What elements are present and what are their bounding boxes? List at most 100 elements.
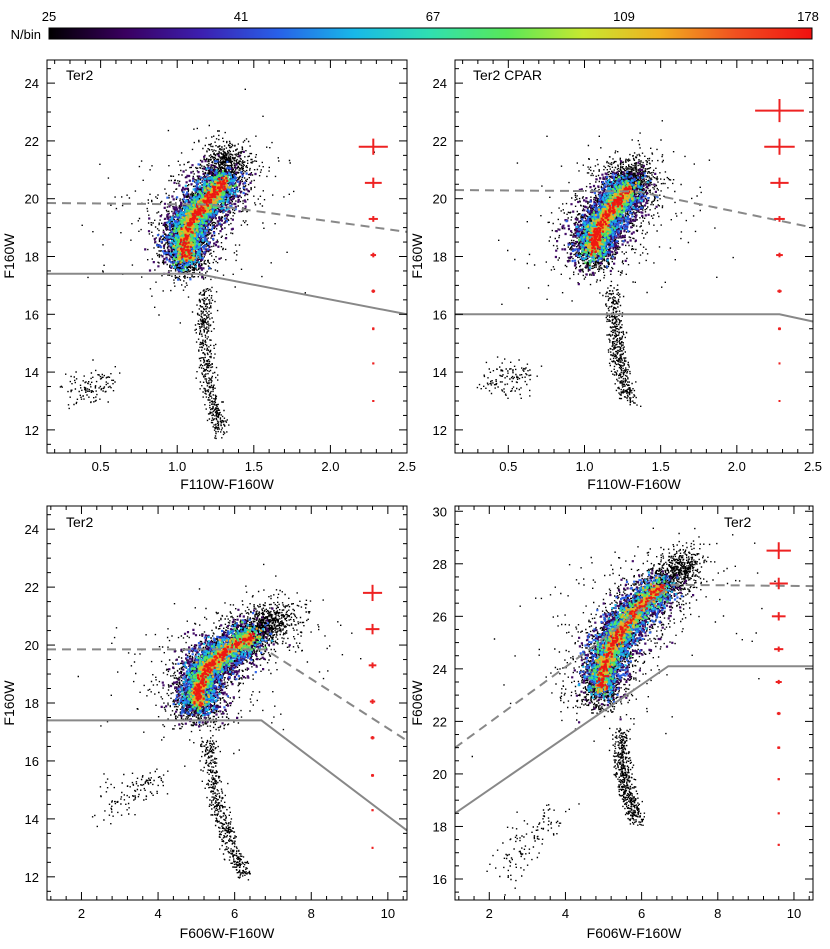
error-bar	[766, 542, 791, 560]
y-tick-label: 22	[25, 134, 39, 149]
axes-frame	[46, 505, 408, 901]
density-level	[596, 584, 666, 690]
error-bar	[777, 812, 780, 815]
selection-line-solid	[455, 313, 813, 323]
error-bar	[764, 138, 795, 155]
density-level	[587, 185, 632, 256]
error-bar	[778, 362, 781, 365]
x-axis-label: F606W-F160W	[180, 925, 275, 941]
star-scatter	[77, 563, 362, 881]
x-tick-label: 10	[381, 906, 395, 921]
error-bar	[372, 327, 375, 331]
x-tick-label: 2	[78, 906, 85, 921]
error-bar	[774, 646, 784, 652]
colorbar-tick-label: 25	[42, 9, 56, 24]
error-bar	[777, 327, 782, 331]
star-scatter	[59, 88, 375, 440]
y-tick-label: 16	[25, 307, 39, 322]
error-bar	[368, 216, 378, 222]
plot-area	[47, 563, 407, 881]
error-bar	[371, 289, 376, 293]
y-tick-label: 24	[25, 522, 39, 537]
error-bar	[362, 584, 383, 602]
y-tick-label: 22	[433, 714, 447, 729]
y-tick-label: 16	[25, 754, 39, 769]
selection-line-solid	[47, 272, 407, 316]
y-axis-label: F160W	[409, 233, 425, 279]
y-tick-label: 28	[433, 557, 447, 572]
error-bar	[365, 623, 380, 635]
y-tick-label: 14	[25, 365, 39, 380]
cmd-panel-top-left: 0.5 1.0 1.5 2.0 2.5 12 14 16 18 20 22 24 Ter2 F110W…	[1, 59, 416, 492]
x-tick-label: 6	[638, 906, 645, 921]
y-tick-label: 18	[433, 819, 447, 834]
error-bar	[368, 662, 377, 669]
selection-line-dashed	[47, 202, 407, 233]
panel-label: Ter2 CPAR	[473, 67, 542, 83]
error-bar	[771, 612, 786, 621]
y-axis-label: F160W	[1, 680, 17, 726]
error-bar	[778, 399, 781, 402]
error-bar	[776, 252, 783, 258]
x-tick-label: 6	[231, 906, 238, 921]
panel-label: Ter2	[66, 67, 93, 83]
x-tick-label: 2.5	[804, 459, 822, 474]
selection-line-dashed	[47, 648, 407, 742]
density-level	[179, 176, 229, 262]
selection-line-dashed	[455, 583, 813, 749]
error-bar	[372, 399, 375, 402]
x-tick-label: 4	[562, 906, 569, 921]
x-tick-label: 0.5	[92, 459, 110, 474]
x-axis-label: F110W-F160W	[587, 476, 681, 492]
y-tick-label: 20	[433, 767, 447, 782]
error-bar	[777, 843, 780, 846]
error-bar	[777, 746, 781, 749]
x-tick-label: 1.0	[168, 459, 186, 474]
y-axis-label: F606W	[409, 680, 425, 726]
x-tick-label: 1.0	[575, 459, 593, 474]
colorbar-tick-label: 67	[426, 9, 440, 24]
density-level	[172, 175, 231, 264]
axis-ticks: 0.5 1.0 1.5 2.0 2.5 12 14 16 18 20 22 24	[433, 60, 822, 474]
error-bar	[371, 809, 374, 812]
x-axis-label: F606W-F160W	[587, 925, 682, 941]
axes-frame	[454, 59, 814, 454]
error-bar	[770, 177, 789, 189]
axes-frame	[46, 59, 408, 454]
error-bar	[769, 577, 788, 590]
x-tick-label: 8	[714, 906, 721, 921]
selection-line-solid	[455, 665, 813, 815]
y-tick-label: 18	[25, 696, 39, 711]
x-tick-label: 10	[787, 906, 801, 921]
error-bar	[776, 711, 781, 716]
colorbar: N/bin 25 41 67 109 178	[11, 9, 819, 42]
star-scatter	[471, 527, 776, 896]
error-bar	[777, 778, 780, 781]
y-tick-label: 18	[433, 250, 447, 265]
colorbar-tick-label: 178	[797, 9, 819, 24]
x-tick-label: 4	[154, 906, 161, 921]
density-level	[588, 577, 669, 696]
y-tick-label: 12	[25, 870, 39, 885]
y-tick-label: 26	[433, 609, 447, 624]
x-tick-label: 2.0	[728, 459, 746, 474]
panel-label: Ter2	[724, 514, 751, 530]
y-tick-label: 12	[25, 423, 39, 438]
y-tick-label: 14	[25, 812, 39, 827]
y-tick-label: 20	[433, 192, 447, 207]
y-tick-label: 20	[25, 192, 39, 207]
error-bar	[372, 362, 375, 365]
x-tick-label: 8	[308, 906, 315, 921]
x-tick-label: 1.5	[245, 459, 263, 474]
y-axis-label: F160W	[1, 233, 17, 279]
y-tick-label: 22	[25, 580, 39, 595]
error-bar	[371, 773, 375, 777]
error-bar	[371, 846, 374, 849]
panel-label: Ter2	[66, 514, 93, 530]
selection-line-solid	[47, 719, 407, 832]
